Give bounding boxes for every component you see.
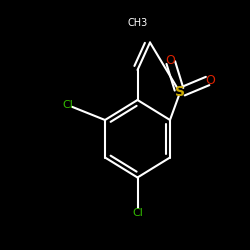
Text: Cl: Cl — [132, 208, 143, 218]
Text: S: S — [175, 86, 185, 100]
Text: Cl: Cl — [62, 100, 73, 110]
Text: CH3: CH3 — [128, 18, 148, 28]
Text: O: O — [205, 74, 215, 86]
Text: O: O — [165, 54, 175, 66]
